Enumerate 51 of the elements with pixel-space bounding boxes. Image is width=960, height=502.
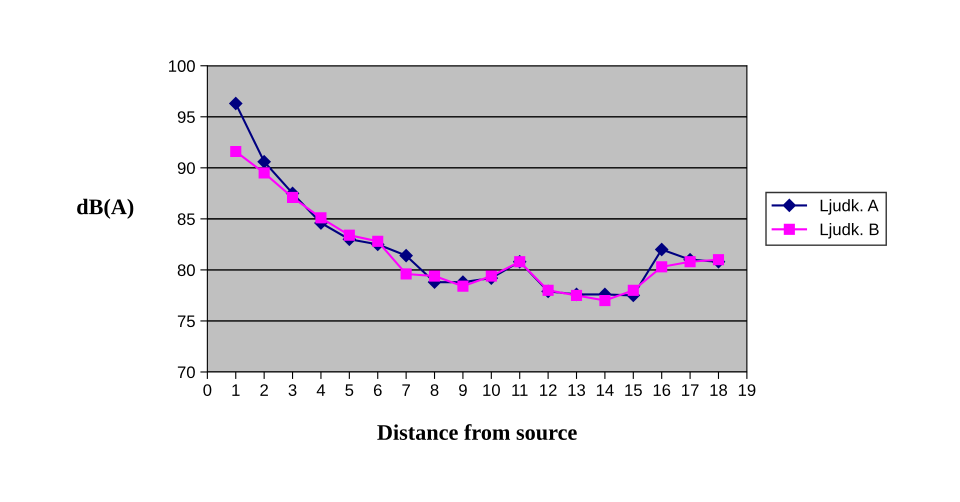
x-tick-label: 13 bbox=[568, 384, 586, 396]
point bbox=[286, 192, 298, 203]
point bbox=[542, 284, 554, 296]
y-axis-title: dB(A) bbox=[77, 198, 134, 219]
y-tick-label: 75 bbox=[178, 316, 195, 328]
x-tick-label: 1 bbox=[232, 384, 240, 396]
point bbox=[258, 155, 271, 168]
x-tick-label: 18 bbox=[710, 384, 728, 396]
x-tick-label: 12 bbox=[540, 384, 557, 396]
x-tick-label: 19 bbox=[738, 384, 756, 396]
point bbox=[315, 212, 326, 224]
x-tick-label: 4 bbox=[316, 384, 326, 396]
point bbox=[229, 96, 242, 110]
x-tick-label: 6 bbox=[374, 384, 382, 396]
point bbox=[258, 167, 270, 178]
point bbox=[599, 294, 610, 306]
y-tick-label: 85 bbox=[178, 213, 195, 226]
point bbox=[457, 280, 468, 292]
point bbox=[712, 254, 724, 266]
y-tick-label: 80 bbox=[178, 264, 195, 276]
x-tick-label: 0 bbox=[203, 384, 212, 396]
x-tick-label: 7 bbox=[402, 384, 410, 396]
y-tick-label: 95 bbox=[178, 111, 195, 123]
x-tick-label: 14 bbox=[596, 384, 614, 396]
y-tick-label: 70 bbox=[178, 366, 195, 378]
x-tick-label: 11 bbox=[512, 384, 528, 396]
legend-label: Ljudk. B bbox=[820, 223, 879, 239]
point bbox=[344, 230, 355, 241]
x-axis-title: Distance from source bbox=[377, 424, 577, 440]
x-tick-label: 16 bbox=[654, 384, 670, 396]
point bbox=[656, 261, 668, 272]
x-tick-label: 15 bbox=[625, 384, 642, 396]
point bbox=[655, 242, 668, 256]
x-tick-label: 9 bbox=[459, 384, 467, 396]
point bbox=[684, 256, 696, 268]
y-tick-label: 100 bbox=[169, 60, 195, 72]
x-tick-label: 17 bbox=[682, 384, 699, 396]
point bbox=[486, 270, 497, 282]
x-tick-label: 3 bbox=[288, 384, 296, 396]
point bbox=[428, 270, 440, 282]
x-tick-label: 5 bbox=[345, 384, 354, 396]
point bbox=[372, 236, 384, 247]
point bbox=[230, 146, 242, 158]
x-tick-label: 8 bbox=[430, 384, 438, 396]
point bbox=[400, 249, 413, 262]
legend-label: Ljudk. A bbox=[820, 199, 879, 215]
point bbox=[400, 268, 412, 280]
y-tick-label: 90 bbox=[178, 162, 195, 174]
x-tick-label: 2 bbox=[260, 384, 268, 396]
point bbox=[628, 284, 639, 296]
x-tick-label: 10 bbox=[483, 384, 500, 396]
